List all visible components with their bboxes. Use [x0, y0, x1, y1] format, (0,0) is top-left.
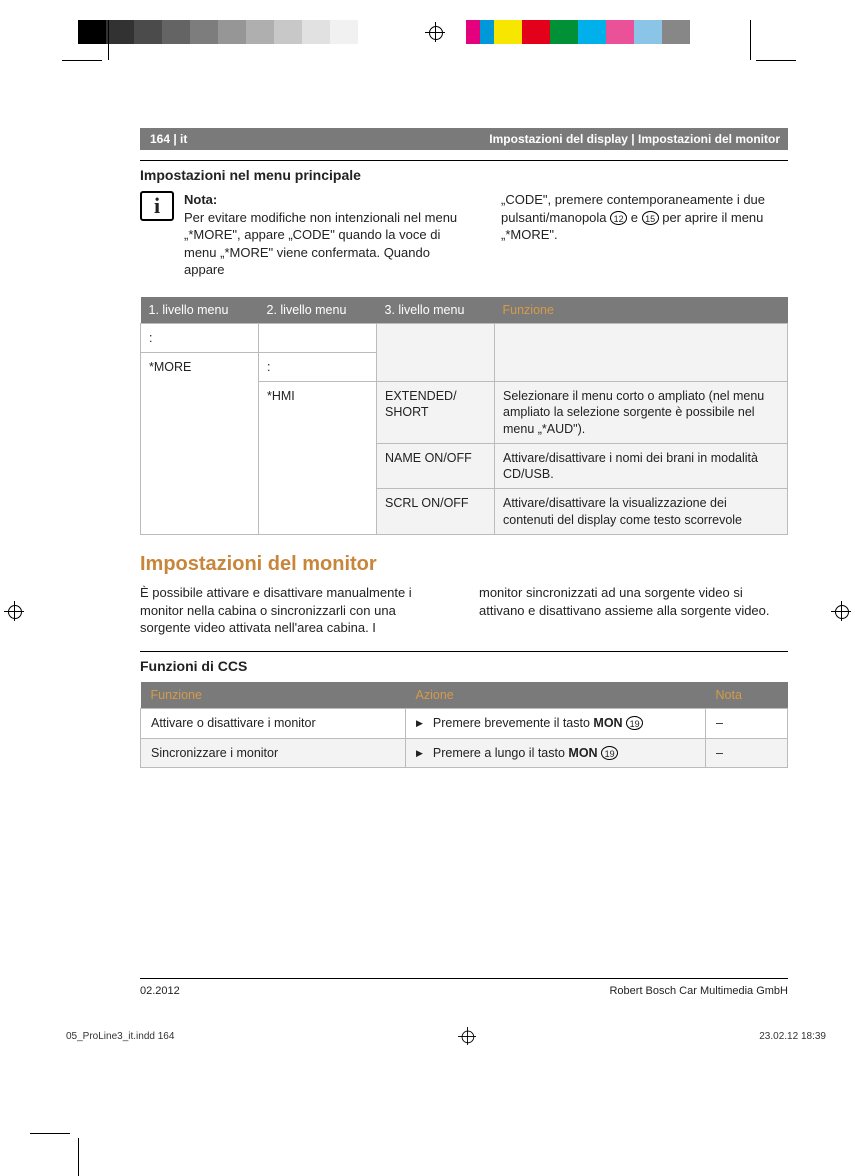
- table-cell: Attivare/disattivare la visualizza­zione…: [495, 489, 788, 535]
- button-ref-icon: 12: [610, 211, 627, 225]
- note-text-left: Nota: Per evitare modifiche non intenzio…: [184, 191, 471, 279]
- crop-mark: [30, 1133, 70, 1134]
- divider: [140, 160, 788, 161]
- footer-date: 02.2012: [140, 985, 180, 997]
- triangle-bullet-icon: ▶: [416, 748, 423, 758]
- breadcrumb: Impostazioni del display | Impostazioni …: [489, 132, 780, 146]
- button-ref-icon: 19: [626, 716, 643, 730]
- crop-mark: [750, 20, 751, 60]
- ccs-functions-table: Funzione Azione Nota Attivare o disattiv…: [140, 682, 788, 769]
- registration-mark-icon: [459, 1028, 475, 1044]
- table-cell: *MORE: [141, 352, 259, 534]
- table-header: 1. livello menu: [141, 297, 259, 324]
- body-text: È possibile attivare e disattivare manua…: [140, 584, 788, 637]
- crop-mark: [108, 20, 109, 60]
- indd-filename: 05_ProLine3_it.indd 164: [66, 1031, 174, 1042]
- table-cell: SCRL ON/OFF: [377, 489, 495, 535]
- button-ref-icon: 19: [601, 746, 618, 760]
- table-cell: Sincronizzare i monitor: [141, 738, 406, 768]
- subsection-heading: Funzioni di CCS: [140, 658, 788, 674]
- table-cell: [495, 323, 788, 382]
- section-heading: Impostazioni nel menu principale: [140, 167, 788, 183]
- crop-mark: [78, 1138, 79, 1176]
- print-timestamp: 23.02.12 18:39: [759, 1031, 826, 1042]
- crop-mark: [756, 60, 796, 61]
- table-cell: EXTENDED/ SHORT: [377, 382, 495, 444]
- note-label: Nota:: [184, 192, 217, 207]
- table-cell: Selezionare il menu corto o ampliato (ne…: [495, 382, 788, 444]
- note-body: Per evitare modifiche non intenzionali n…: [184, 210, 457, 278]
- table-cell: ▶Premere brevemente il tasto MON 19: [406, 708, 706, 738]
- registration-mark-icon: [426, 23, 444, 41]
- registration-mark-icon: [5, 602, 23, 620]
- page-content: 164 | it Impostazioni del display | Impo…: [140, 128, 788, 997]
- button-ref-icon: 15: [642, 211, 659, 225]
- page-footer: 02.2012 Robert Bosch Car Multimedia GmbH: [140, 978, 788, 997]
- table-cell: [259, 323, 377, 352]
- note-text-right: „CODE", premere contemporanea­mente i du…: [501, 191, 788, 279]
- triangle-bullet-icon: ▶: [416, 718, 423, 728]
- table-header: Funzione: [495, 297, 788, 324]
- table-cell: *HMI: [259, 382, 377, 535]
- info-icon: i: [140, 191, 174, 221]
- table-cell: [377, 323, 495, 382]
- table-header: Azione: [406, 682, 706, 709]
- table-header: 3. livello menu: [377, 297, 495, 324]
- note-block: i Nota: Per evitare modifiche non intenz…: [140, 191, 788, 279]
- table-cell: Attivare/disattivare i nomi dei brani in…: [495, 443, 788, 489]
- table-header: Nota: [706, 682, 788, 709]
- menu-levels-table: 1. livello menu 2. livello menu 3. livel…: [140, 297, 788, 535]
- table-cell: Attivare o disattivare i monitor: [141, 708, 406, 738]
- table-header: Funzione: [141, 682, 406, 709]
- page-number: 164 | it: [150, 132, 187, 146]
- table-cell: NAME ON/OFF: [377, 443, 495, 489]
- print-metadata: 05_ProLine3_it.indd 164 23.02.12 18:39: [66, 1027, 826, 1045]
- table-cell: ▶Premere a lungo il tasto MON 19: [406, 738, 706, 768]
- table-cell: :: [259, 352, 377, 381]
- top-registration: [0, 44, 855, 68]
- table-header: 2. livello menu: [259, 297, 377, 324]
- table-cell: –: [706, 708, 788, 738]
- table-cell: –: [706, 738, 788, 768]
- footer-company: Robert Bosch Car Multimedia GmbH: [609, 985, 788, 997]
- section-heading: Impostazioni del monitor: [140, 553, 788, 576]
- table-cell: :: [141, 323, 259, 352]
- registration-mark-icon: [832, 602, 850, 620]
- divider: [140, 651, 788, 652]
- crop-mark: [62, 60, 102, 61]
- body-col: monitor sincronizzati ad una sorgente vi…: [479, 584, 788, 637]
- body-col: È possibile attivare e disattivare manua…: [140, 584, 449, 637]
- page-header: 164 | it Impostazioni del display | Impo…: [140, 128, 788, 150]
